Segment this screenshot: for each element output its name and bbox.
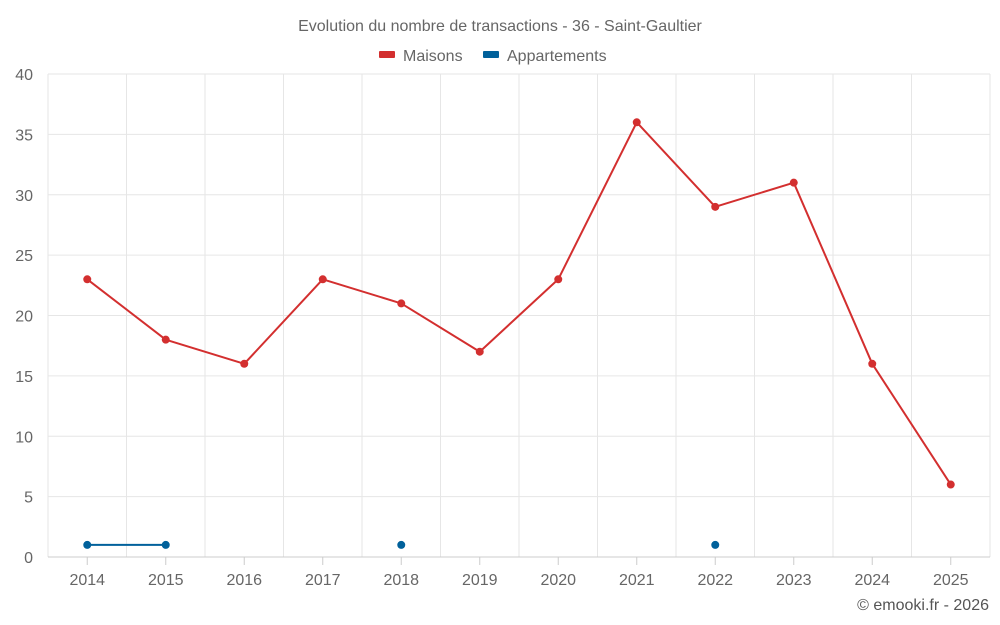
data-point[interactable] [554,275,563,284]
x-tick-label: 2016 [226,572,262,589]
chart-title: Evolution du nombre de transactions - 36… [298,18,702,35]
legend-swatch [483,51,499,58]
data-point[interactable] [161,335,170,344]
y-tick-label: 30 [15,188,33,205]
data-point[interactable] [161,540,170,549]
data-point[interactable] [868,359,877,368]
series-layer [83,118,955,549]
x-tick-label: 2021 [619,572,655,589]
y-tick-label: 0 [24,550,33,567]
legend-label: Maisons [403,48,463,65]
data-point[interactable] [318,275,327,284]
x-tick-label: 2024 [854,572,890,589]
x-tick-label: 2018 [383,572,419,589]
legend[interactable]: Maisons Appartements [379,48,607,65]
x-tick-label: 2014 [69,572,105,589]
legend-label: Appartements [507,48,607,65]
legend-swatch [379,51,395,58]
x-tick-label: 2015 [148,572,184,589]
data-point[interactable] [946,480,955,489]
y-tick-label: 10 [15,429,33,446]
y-tick-label: 35 [15,127,33,144]
grid-layer [47,73,991,557]
x-tick-label: 2023 [776,572,812,589]
series-line [86,121,952,486]
credit-text: © emooki.fr - 2026 [857,597,989,614]
data-point[interactable] [397,299,406,308]
y-tick-label: 40 [15,67,33,84]
data-point[interactable] [397,540,406,549]
data-point[interactable] [475,347,484,356]
y-tick-label: 25 [15,248,33,265]
x-tick-label: 2022 [697,572,733,589]
y-tick-label: 5 [24,490,33,507]
x-tick-label: 2025 [933,572,969,589]
x-tick-label: 2019 [462,572,498,589]
data-point[interactable] [632,118,641,127]
x-tick-label: 2017 [305,572,341,589]
data-point[interactable] [711,202,720,211]
legend-item-maisons[interactable]: Maisons [379,48,463,65]
data-point[interactable] [83,275,92,284]
series-maisons [83,118,955,489]
y-tick-label: 20 [15,309,33,326]
x-tick-label: 2020 [540,572,576,589]
data-point[interactable] [240,359,249,368]
series-appartements [83,540,720,549]
legend-item-appartements[interactable]: Appartements [483,48,607,65]
data-point[interactable] [83,540,92,549]
data-point[interactable] [711,540,720,549]
y-tick-label: 15 [15,369,33,386]
data-point[interactable] [789,178,798,187]
